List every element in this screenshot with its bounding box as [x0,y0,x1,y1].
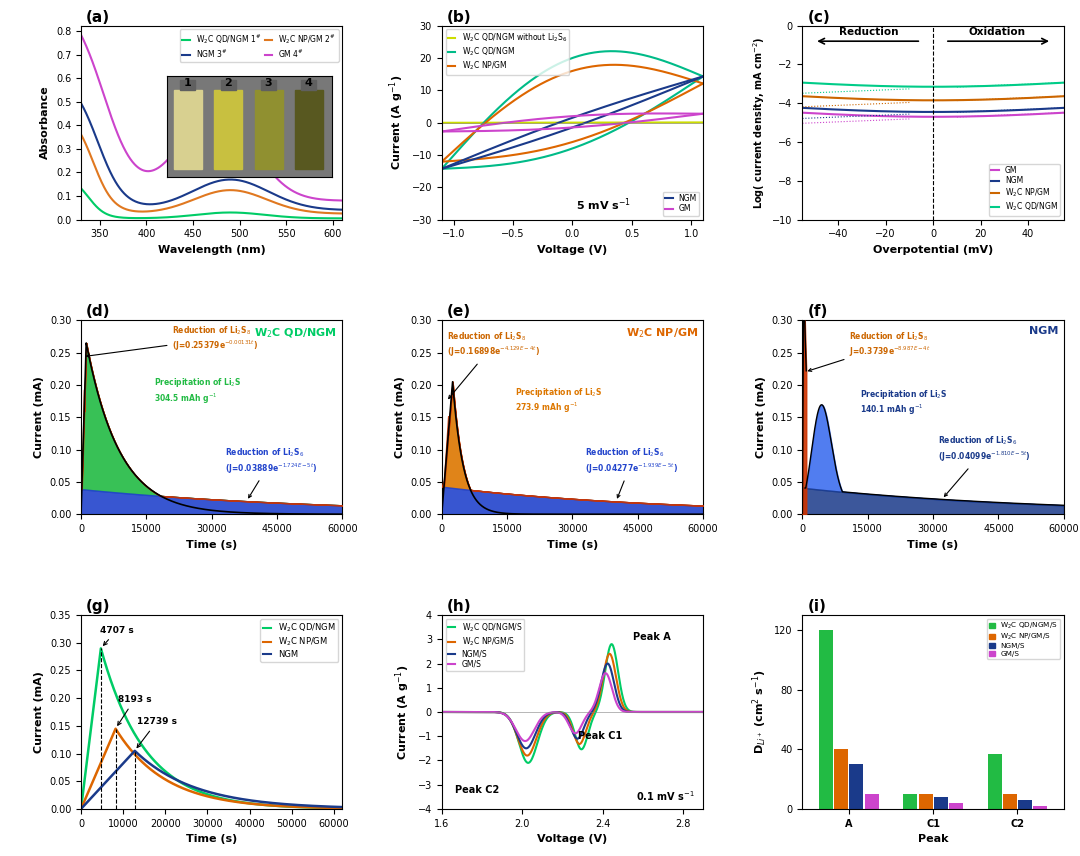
Text: 5 mV s$^{-1}$: 5 mV s$^{-1}$ [576,197,632,213]
Legend: W$_2$C QD/NGM/S, W$_2$C NP/GM/S, NGM/S, GM/S: W$_2$C QD/NGM/S, W$_2$C NP/GM/S, NGM/S, … [446,619,525,671]
Bar [1018,800,1032,809]
Y-axis label: Absorbance: Absorbance [40,86,51,159]
Text: (g): (g) [86,599,111,614]
Y-axis label: Log( current density, mA cm$^{-2}$): Log( current density, mA cm$^{-2}$) [751,36,767,209]
Bar [949,803,963,809]
Text: Peak A: Peak A [633,633,671,642]
Bar [1003,794,1016,809]
X-axis label: Time (s): Time (s) [186,835,238,844]
Text: (c): (c) [808,9,831,25]
Text: (b): (b) [447,9,472,25]
Bar [918,794,932,809]
Bar [865,794,878,809]
Text: Peak C1: Peak C1 [578,731,622,741]
X-axis label: Voltage (V): Voltage (V) [537,835,608,844]
X-axis label: Overpotential (mV): Overpotential (mV) [873,245,994,255]
Text: Oxidation: Oxidation [969,27,1026,38]
Bar [988,754,1001,809]
Y-axis label: Current (mA): Current (mA) [395,377,405,458]
Legend: W$_2$C QD/NGM/S, W$_2$C NP/GM/S, NGM/S, GM/S: W$_2$C QD/NGM/S, W$_2$C NP/GM/S, NGM/S, … [987,619,1061,659]
Text: 0.1 mV s$^{-1}$: 0.1 mV s$^{-1}$ [636,789,696,803]
Text: 8193 s: 8193 s [118,695,151,725]
Text: Reduction of Li$_2$S$_6$
(J=0.04099e$^{-1.810E-5t}$): Reduction of Li$_2$S$_6$ (J=0.04099e$^{-… [939,435,1031,496]
Text: (e): (e) [447,305,471,319]
Text: (f): (f) [808,305,828,319]
Text: (d): (d) [86,305,111,319]
X-axis label: Peak: Peak [918,835,948,844]
Y-axis label: Current (mA): Current (mA) [35,377,44,458]
Bar [819,630,833,809]
Y-axis label: D$_{Li^+}$ (cm$^2$ s$^{-1}$): D$_{Li^+}$ (cm$^2$ s$^{-1}$) [750,669,769,754]
Text: W$_2$C NP/GM: W$_2$C NP/GM [625,326,698,340]
Text: W$_2$C QD/NGM: W$_2$C QD/NGM [254,326,337,340]
Text: 4707 s: 4707 s [100,626,134,645]
Text: Precipitation of Li$_2$S
140.1 mAh g$^{-1}$: Precipitation of Li$_2$S 140.1 mAh g$^{-… [860,388,947,418]
Text: (i): (i) [808,599,826,614]
Y-axis label: Current (mA): Current (mA) [35,671,44,753]
Bar [903,794,917,809]
Text: Peak C2: Peak C2 [455,786,499,795]
Text: Reduction: Reduction [839,27,899,38]
X-axis label: Time (s): Time (s) [546,539,598,550]
Bar [849,764,863,809]
X-axis label: Wavelength (nm): Wavelength (nm) [158,245,266,255]
Text: Reduction of Li$_2$S$_6$
(J=0.03889e$^{-1.724E-5t}$): Reduction of Li$_2$S$_6$ (J=0.03889e$^{-… [225,447,318,497]
Text: Precipitation of Li$_2$S
273.9 mAh g$^{-1}$: Precipitation of Li$_2$S 273.9 mAh g$^{-… [515,386,603,415]
Text: (a): (a) [86,9,110,25]
Y-axis label: Current (A g$^{-1}$): Current (A g$^{-1}$) [388,75,406,170]
X-axis label: Time (s): Time (s) [907,539,959,550]
Text: (h): (h) [447,599,472,614]
Y-axis label: Current (A g$^{-1}$): Current (A g$^{-1}$) [393,664,413,759]
Legend: GM, NGM, W$_2$C NP/GM, W$_2$C QD/NGM: GM, NGM, W$_2$C NP/GM, W$_2$C QD/NGM [988,163,1059,216]
Text: NGM: NGM [1029,326,1058,336]
Bar [834,749,848,809]
Legend: NGM, GM: NGM, GM [663,192,699,216]
Text: Precipitation of Li$_2$S
304.5 mAh g$^{-1}$: Precipitation of Li$_2$S 304.5 mAh g$^{-… [154,377,242,406]
Text: Reduction of Li$_2$S$_8$
J=0.3739e$^{-8.987E-4t}$: Reduction of Li$_2$S$_8$ J=0.3739e$^{-8.… [809,330,931,372]
Text: Reduction of Li$_2$S$_6$
(J=0.04277e$^{-1.939E-5t}$): Reduction of Li$_2$S$_6$ (J=0.04277e$^{-… [585,447,678,498]
Y-axis label: Current (mA): Current (mA) [756,377,766,458]
Legend: W$_2$C QD/NGM 1$^\#$, NGM 3$^\#$, W$_2$C NP/GM 2$^\#$, GM 4$^\#$: W$_2$C QD/NGM 1$^\#$, NGM 3$^\#$, W$_2$C… [179,29,338,62]
Bar [934,797,947,809]
Text: 12739 s: 12739 s [137,717,177,747]
Legend: W$_2$C QD/NGM, W$_2$C NP/GM, NGM: W$_2$C QD/NGM, W$_2$C NP/GM, NGM [260,619,338,662]
Text: Reduction of Li$_2$S$_8$
(J=0.25379e$^{-0.00131t}$): Reduction of Li$_2$S$_8$ (J=0.25379e$^{-… [86,324,258,357]
Bar [1034,806,1048,809]
Text: Reduction of Li$_2$S$_8$
(J=0.16898e$^{-4.129E-4t}$): Reduction of Li$_2$S$_8$ (J=0.16898e$^{-… [447,330,540,399]
X-axis label: Time (s): Time (s) [186,539,238,550]
X-axis label: Voltage (V): Voltage (V) [537,245,608,255]
